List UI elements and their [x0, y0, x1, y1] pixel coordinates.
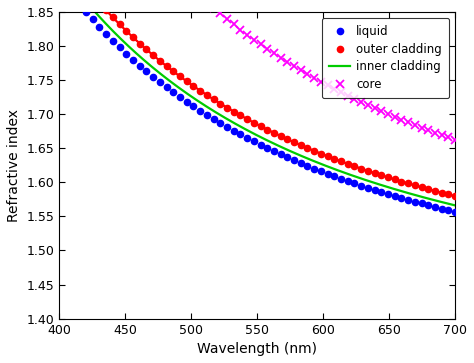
liquid: [452, 210, 458, 214]
core: [452, 138, 458, 142]
liquid: [184, 100, 190, 104]
outer cladding: [452, 194, 458, 198]
Line: core: core: [55, 0, 459, 143]
X-axis label: Wavelength (nm): Wavelength (nm): [197, 342, 317, 356]
inner cladding: [355, 175, 360, 179]
Line: liquid: liquid: [56, 0, 458, 215]
outer cladding: [184, 79, 190, 83]
outer cladding: [157, 58, 163, 63]
Line: inner cladding: inner cladding: [59, 0, 455, 205]
liquid: [124, 52, 129, 56]
core: [305, 72, 310, 77]
outer cladding: [191, 84, 196, 88]
liquid: [157, 80, 163, 84]
outer cladding: [124, 29, 129, 33]
outer cladding: [305, 146, 310, 150]
outer cladding: [171, 69, 176, 74]
liquid: [305, 164, 310, 168]
inner cladding: [236, 123, 241, 127]
inner cladding: [127, 45, 132, 49]
Y-axis label: Refractive index: Refractive index: [7, 109, 21, 222]
liquid: [171, 90, 176, 94]
Legend: liquid, outer cladding, inner cladding, core: liquid, outer cladding, inner cladding, …: [322, 18, 449, 98]
inner cladding: [321, 163, 327, 167]
inner cladding: [158, 72, 164, 76]
inner cladding: [452, 203, 458, 208]
liquid: [191, 104, 196, 109]
inner cladding: [290, 150, 295, 154]
Line: outer cladding: outer cladding: [56, 0, 458, 199]
